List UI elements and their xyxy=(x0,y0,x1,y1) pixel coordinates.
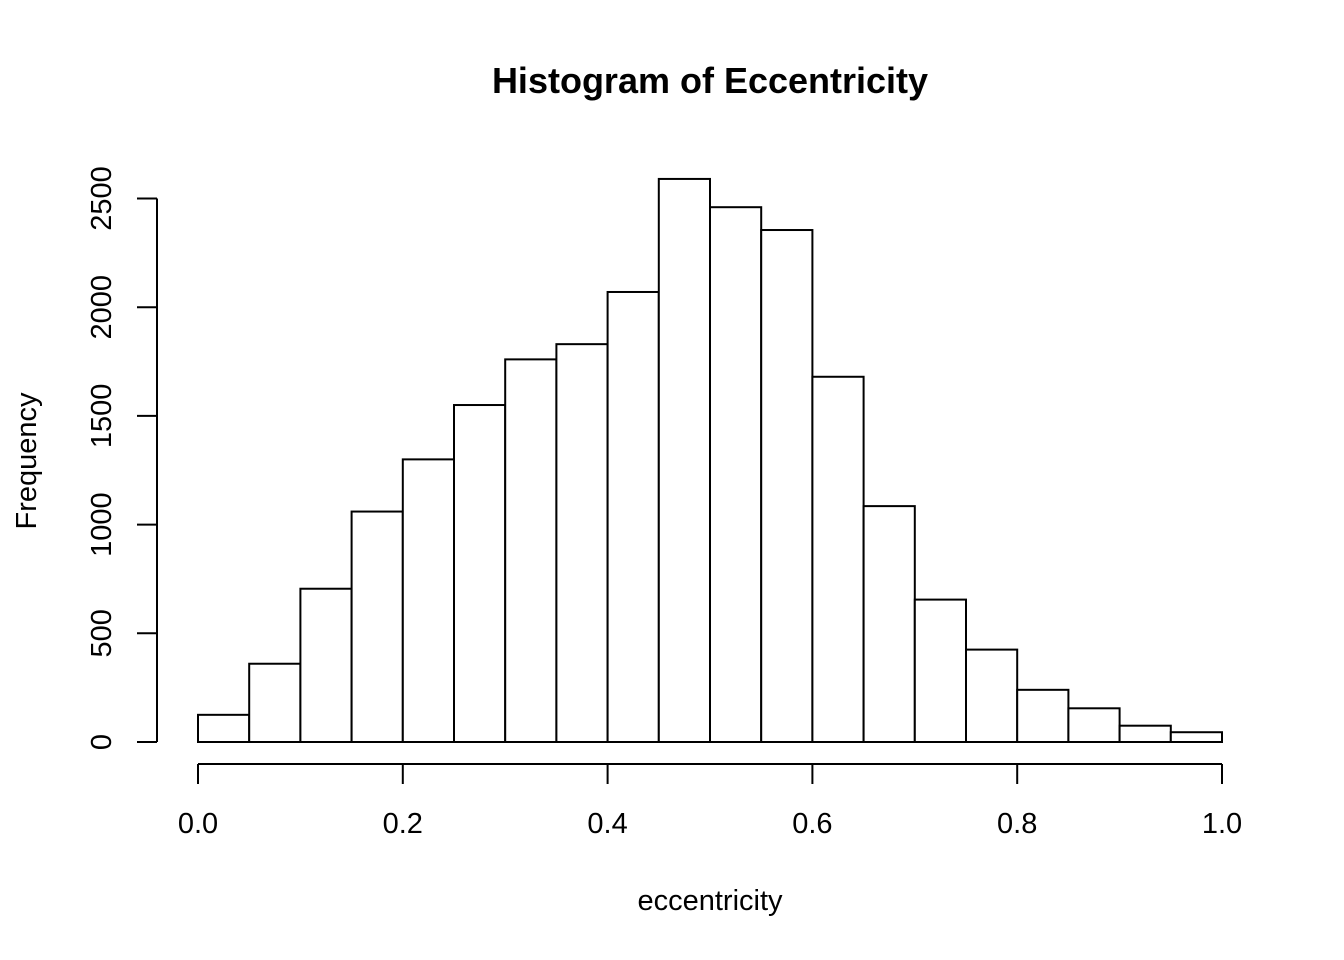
y-tick-label: 2500 xyxy=(86,166,118,231)
histogram-bar xyxy=(248,662,302,744)
histogram-bar xyxy=(657,177,711,743)
histogram-bar xyxy=(862,505,916,743)
x-tick-label: 0.0 xyxy=(178,808,218,840)
y-tick-label: 1000 xyxy=(86,492,118,557)
histogram-bar xyxy=(1118,724,1172,744)
histogram-bar xyxy=(965,648,1019,743)
chart-title: Histogram of Eccentricity xyxy=(492,60,928,101)
histogram-bar xyxy=(913,598,967,744)
bars-group xyxy=(197,177,1224,744)
y-axis-label: Frequency xyxy=(11,392,43,530)
x-tick-label: 0.4 xyxy=(587,808,627,840)
y-tick-label: 500 xyxy=(86,609,118,657)
histogram-bar xyxy=(1067,707,1121,743)
histogram-bar xyxy=(350,510,404,743)
histogram-bar xyxy=(197,713,251,744)
y-tick-label: 0 xyxy=(86,734,118,750)
x-tick-label: 0.2 xyxy=(383,808,423,840)
x-axis: 0.0 0.2 0.4 0.6 0.8 1.0 xyxy=(178,763,1242,840)
x-axis-label: eccentricity xyxy=(637,885,783,917)
histogram-bar xyxy=(709,206,763,744)
histogram-bar xyxy=(504,358,558,743)
histogram-bar xyxy=(401,458,455,743)
x-tick-label: 0.6 xyxy=(792,808,832,840)
y-tick-label: 1500 xyxy=(86,384,118,449)
histogram-bar xyxy=(1016,688,1070,743)
histogram-bar xyxy=(453,404,507,743)
y-tick-label: 2000 xyxy=(86,275,118,340)
histogram-bar xyxy=(811,375,865,743)
x-tick-label: 0.8 xyxy=(997,808,1037,840)
y-axis: 0 500 1000 1500 2000 2500 xyxy=(86,166,158,750)
x-tick-label: 1.0 xyxy=(1202,808,1242,840)
histogram-bar xyxy=(1169,731,1224,743)
histogram-bar xyxy=(760,229,814,743)
histogram-bar xyxy=(606,290,660,743)
histogram-bar xyxy=(555,343,609,743)
histogram-bar xyxy=(299,587,353,743)
